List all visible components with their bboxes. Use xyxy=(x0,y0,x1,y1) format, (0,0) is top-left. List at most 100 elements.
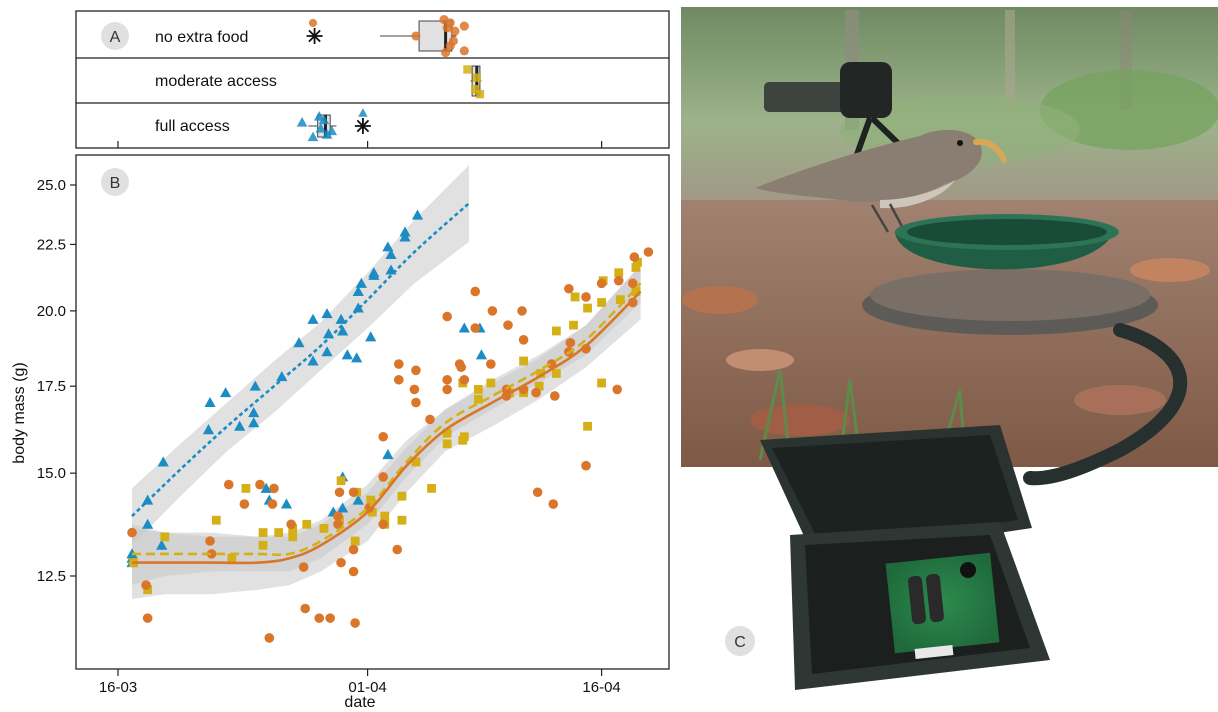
data-point-no-extra-food xyxy=(348,487,359,498)
data-point-full-access xyxy=(204,396,216,408)
data-point-no-extra-food xyxy=(532,487,543,498)
data-point-moderate-access xyxy=(519,356,528,366)
data-point-no-extra-food xyxy=(550,391,560,401)
box-point-full-access xyxy=(321,129,333,139)
battery xyxy=(926,573,944,623)
leaf xyxy=(1074,385,1166,415)
panel-label-a: A xyxy=(110,29,121,46)
box-point-moderate-access xyxy=(472,73,481,82)
panel-label-b: B xyxy=(110,175,121,192)
data-point-no-extra-food xyxy=(300,603,311,614)
data-point-full-access xyxy=(352,494,364,505)
box-point-no-extra-food xyxy=(459,21,469,31)
data-point-no-extra-food xyxy=(314,613,325,623)
y-tick-label: 12.5 xyxy=(37,568,66,585)
video-camera xyxy=(764,82,846,112)
fit-line-no-extra-food xyxy=(132,290,642,565)
panel-b-scatter: B 12.5 15.0 17.5 20.0 22.5 25.0 16-03 01-04 16-0… xyxy=(11,154,670,711)
data-point-full-access xyxy=(156,539,168,550)
box-point-full-access xyxy=(315,123,327,133)
leaf xyxy=(682,286,758,314)
data-point-full-access xyxy=(260,482,272,493)
data-point-full-access xyxy=(368,267,380,278)
data-point-full-access xyxy=(248,417,260,428)
data-point-no-extra-food xyxy=(442,384,452,395)
panel-a-frame xyxy=(75,10,670,149)
data-point-full-access xyxy=(382,241,394,252)
data-point-moderate-access xyxy=(319,524,329,533)
data-point-moderate-access xyxy=(274,528,284,537)
data-point-no-extra-food xyxy=(564,283,574,294)
panel-label-badge xyxy=(101,22,129,50)
data-point-no-extra-food xyxy=(239,499,250,509)
data-point-no-extra-food xyxy=(336,557,346,568)
data-point-full-access xyxy=(458,322,470,333)
data-point-no-extra-food xyxy=(518,335,529,345)
data-point-moderate-access xyxy=(473,385,483,394)
data-point-moderate-access xyxy=(583,303,592,313)
axes: 12.5 15.0 17.5 20.0 22.5 25.0 16-03 01-04 16-04 xyxy=(37,177,621,696)
box-point-full-access xyxy=(313,111,325,121)
data-point-full-access xyxy=(157,456,169,467)
data-point-moderate-access xyxy=(397,515,407,525)
data-point-moderate-access xyxy=(551,326,561,336)
data-point-moderate-access xyxy=(143,585,153,595)
data-point-moderate-access xyxy=(614,268,624,278)
data-point-no-extra-food xyxy=(378,431,389,442)
box-point-full-access xyxy=(326,125,338,136)
box-point-no-extra-food xyxy=(411,31,421,41)
mealworm xyxy=(973,138,1007,163)
data-point-moderate-access xyxy=(241,484,251,493)
buzzer xyxy=(960,562,976,578)
box-point-moderate-access xyxy=(471,85,480,94)
data-point-no-extra-food xyxy=(264,633,275,643)
data-point-moderate-access xyxy=(569,320,578,330)
data-point-no-extra-food xyxy=(127,527,137,538)
battery xyxy=(908,575,926,625)
feeder-base-top xyxy=(870,269,1150,321)
feeder-bowl-inner xyxy=(907,219,1107,245)
data-point-moderate-access xyxy=(459,432,469,442)
bird-eye xyxy=(957,140,963,146)
box-point-no-extra-food xyxy=(459,46,469,56)
data-point-no-extra-food xyxy=(612,384,622,395)
data-point-full-access xyxy=(202,424,215,435)
panel-a-ticks xyxy=(117,141,603,148)
data-point-no-extra-food xyxy=(470,323,481,333)
data-point-no-extra-food xyxy=(411,365,421,376)
y-tick-label: 15.0 xyxy=(37,465,66,482)
data-point-full-access xyxy=(249,380,261,391)
case-label xyxy=(914,645,954,659)
data-point-no-extra-food xyxy=(596,278,607,289)
data-point-no-extra-food xyxy=(348,566,359,577)
box-point-no-extra-food xyxy=(448,36,458,46)
box-point-no-extra-food xyxy=(441,47,451,58)
data-points xyxy=(126,209,654,643)
data-point-full-access xyxy=(365,331,377,342)
data-point-no-extra-food xyxy=(456,362,467,372)
data-point-moderate-access xyxy=(160,532,170,542)
data-point-moderate-access xyxy=(633,257,642,267)
data-point-no-extra-food xyxy=(255,479,265,490)
data-point-full-access xyxy=(234,420,246,431)
y-axis-title: body mass (g) xyxy=(11,362,28,463)
data-point-moderate-access xyxy=(397,491,407,501)
data-point-full-access xyxy=(382,449,394,460)
data-point-full-access xyxy=(352,285,364,296)
data-point-no-extra-food xyxy=(613,275,624,286)
panel-label-c: C xyxy=(734,634,746,651)
bird-belly xyxy=(880,180,955,209)
x-tick-label: 16-04 xyxy=(582,679,620,696)
data-point-moderate-access xyxy=(427,484,436,493)
data-point-moderate-access xyxy=(583,421,592,431)
outlier-point-full-access xyxy=(358,108,368,117)
data-point-no-extra-food xyxy=(141,580,151,590)
data-point-moderate-access xyxy=(367,507,377,517)
case-lid-foam xyxy=(772,435,1018,548)
box-point-no-extra-food xyxy=(445,18,455,28)
data-point-moderate-access xyxy=(442,428,452,438)
data-point-moderate-access xyxy=(411,457,421,467)
box-point-full-access xyxy=(318,114,330,125)
data-point-no-extra-food xyxy=(394,359,404,369)
data-point-full-access xyxy=(293,337,305,348)
